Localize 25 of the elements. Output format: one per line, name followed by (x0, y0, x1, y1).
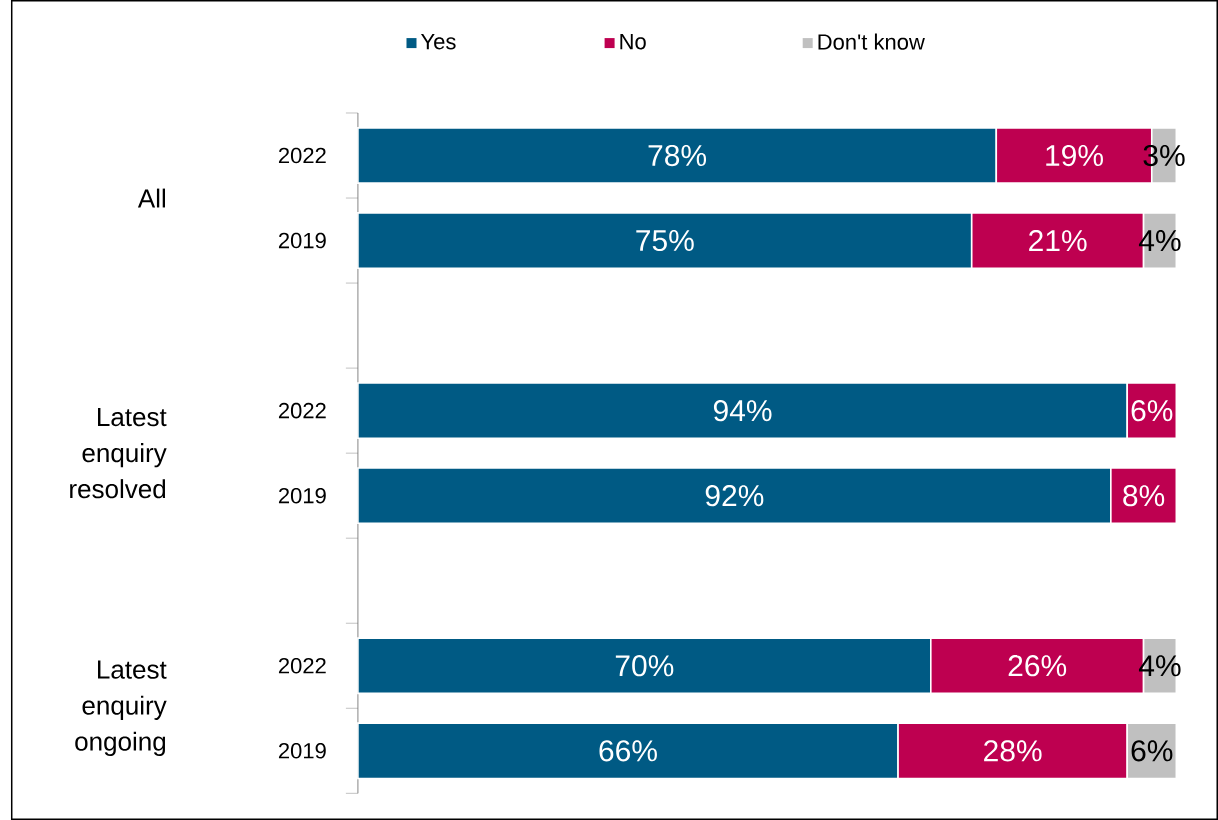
data-label: 94% (713, 400, 772, 422)
y-tick-label: 2019 (278, 743, 326, 759)
data-label: 6% (1131, 400, 1173, 422)
y-tick-label: 2022 (278, 147, 326, 164)
data-label: 8% (1123, 485, 1165, 507)
data-label: 28% (984, 740, 1042, 762)
y-tick-label: 2019 (278, 487, 326, 504)
data-label: 26% (1008, 655, 1067, 677)
data-label: 19% (1046, 144, 1103, 167)
y-tick-label: 2022 (278, 402, 326, 419)
legend-label: Yes (420, 34, 456, 50)
data-label: 21% (1029, 230, 1087, 252)
data-label: 66% (599, 740, 657, 762)
text: Latest enquiry resolved (70, 408, 167, 499)
data-label: 70% (615, 655, 674, 677)
text: All (137, 188, 166, 208)
data-label: 92% (705, 485, 764, 507)
legend-label: Don't know (818, 33, 925, 50)
data-label: 6% (1131, 740, 1173, 762)
data-label: 78% (648, 144, 707, 167)
data-label: 75% (636, 230, 694, 252)
y-tick-label: 2022 (278, 658, 326, 674)
legend-label: No (620, 34, 646, 50)
y-tick-label: 2019 (278, 232, 326, 249)
text: Latest enquiry ongoing (75, 660, 167, 756)
